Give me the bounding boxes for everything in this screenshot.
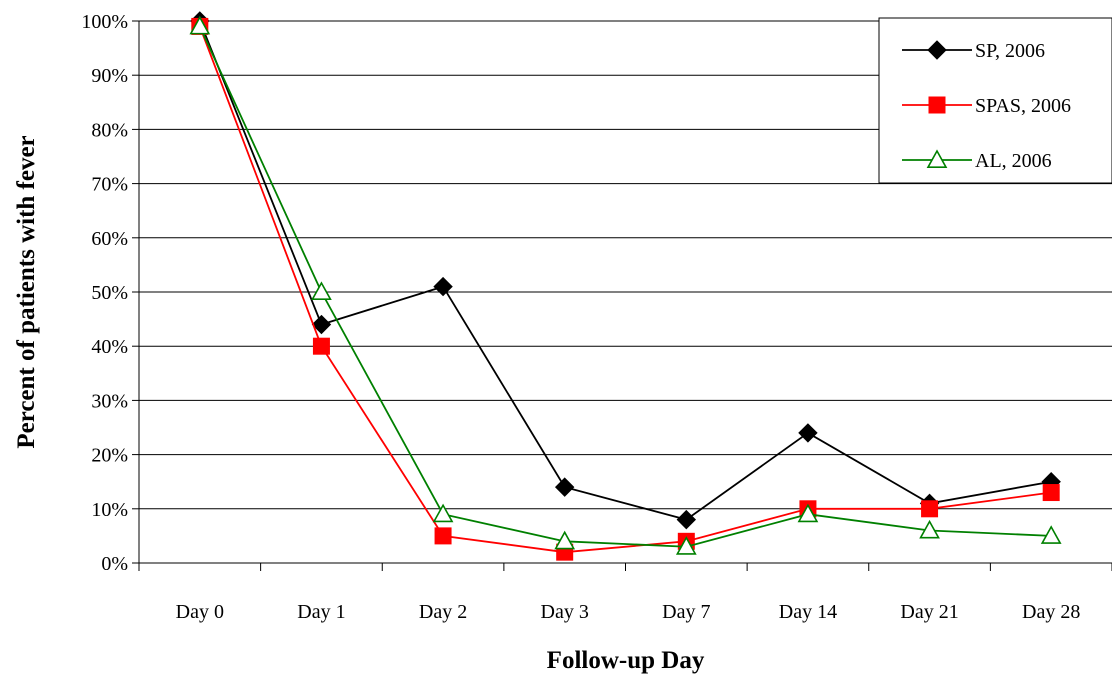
legend-label: SPAS, 2006 (975, 95, 1071, 117)
data-point (798, 423, 818, 443)
data-point (311, 281, 332, 301)
data-point (434, 527, 452, 545)
data-point (797, 503, 819, 523)
x-tick-label: Day 3 (541, 601, 589, 623)
x-tick-label: Day 14 (779, 601, 837, 623)
y-tick-label: 50% (91, 282, 128, 304)
data-point (554, 477, 575, 497)
y-tick-label: 0% (101, 553, 128, 575)
y-tick-label: 80% (91, 119, 128, 141)
legend-item: AL, 2006 (902, 149, 1052, 172)
y-tick-label: 40% (91, 336, 128, 358)
x-tick-label: Day 7 (662, 601, 710, 623)
data-point (1040, 525, 1062, 544)
data-point (919, 519, 940, 539)
data-point (676, 509, 697, 530)
legend: SP, 2006 SPAS, 2006 AL, 2006 (878, 17, 1112, 184)
series-line (198, 26, 1052, 548)
data-point (554, 530, 576, 550)
x-tick-label: Day 1 (297, 601, 345, 623)
legend-marker (926, 149, 948, 168)
legend-label: SP, 2006 (975, 40, 1045, 62)
y-tick-label: 30% (91, 390, 128, 412)
data-point (311, 314, 332, 335)
legend-label: AL, 2006 (975, 150, 1052, 172)
y-tick-label: 20% (91, 445, 128, 467)
legend-item: SPAS, 2006 (902, 95, 1071, 117)
data-point (433, 276, 453, 297)
legend-item: SP, 2006 (902, 40, 1045, 62)
y-tick-label: 70% (91, 174, 128, 196)
y-tick-label: 60% (91, 228, 128, 250)
y-tick-label: 10% (91, 499, 128, 521)
series-line (198, 20, 1052, 521)
x-axis-ticks: Day 0 Day 1 Day 2 Day 3 Day 7 Day 14 Day 21 Day… (138, 563, 1112, 623)
y-axis-title: Percent of patients with fever (13, 135, 40, 448)
x-axis-title: Follow-up Day (547, 647, 705, 674)
legend-marker (928, 96, 946, 114)
y-tick-label: 90% (91, 65, 128, 87)
data-point (1042, 484, 1060, 502)
data-series (189, 11, 1062, 561)
x-tick-label: Day 2 (419, 601, 467, 623)
data-point (312, 337, 330, 355)
series-3 (189, 15, 1062, 555)
series-line (198, 26, 1052, 554)
x-tick-label: Day 28 (1022, 601, 1080, 623)
data-point (921, 500, 939, 518)
series-2 (191, 17, 1060, 561)
data-point (675, 536, 697, 555)
y-axis-ticks: 0% 10% 20% 30% 40% 50% 60% 70% 80% 90% 100% (81, 11, 139, 575)
data-point (432, 503, 454, 523)
data-point (189, 15, 211, 35)
legend-box (878, 17, 1112, 184)
x-tick-label: Day 0 (176, 601, 224, 623)
legend-marker (927, 40, 947, 60)
x-tick-label: Day 21 (900, 601, 958, 623)
y-tick-label: 100% (81, 11, 128, 33)
